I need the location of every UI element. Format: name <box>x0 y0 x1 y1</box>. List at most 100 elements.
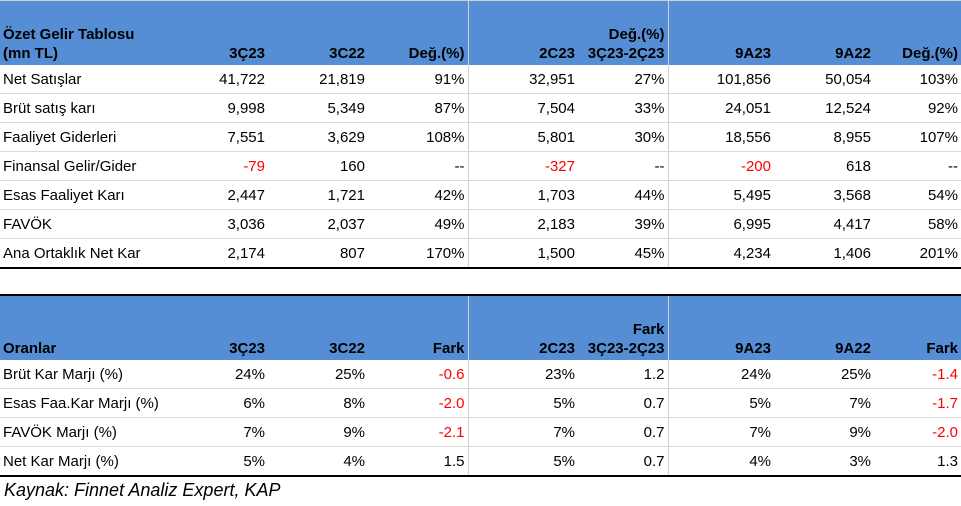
table-row: Net Satışlar 41,722 21,819 91% 32,951 27% 101,… <box>0 65 961 94</box>
table-cell: 0.7 <box>578 388 669 418</box>
row-label: Brüt Kar Marjı (%) <box>0 360 190 389</box>
table-cell: 1,703 <box>468 180 578 210</box>
table-cell: 2,037 <box>268 209 368 239</box>
table-cell: 41,722 <box>190 65 268 94</box>
table-cell: -2.0 <box>368 388 469 418</box>
table-cell: 5% <box>190 446 268 477</box>
table-cell: -0.6 <box>368 360 469 389</box>
table-cell: 91% <box>368 65 469 94</box>
table-cell: 32,951 <box>468 65 578 94</box>
table-cell: 2,447 <box>190 180 268 210</box>
table-cell: 27% <box>578 65 669 94</box>
table-cell: 25% <box>268 360 368 389</box>
col-header-2q23: 2C23 <box>468 295 578 360</box>
table-cell: 54% <box>874 180 961 210</box>
table-cell: 5% <box>468 388 578 418</box>
table-cell: 0.7 <box>578 417 669 447</box>
table-row: Esas Faa.Kar Marjı (%) 6% 8% -2.0 5% 0.7 5% 7% -… <box>0 388 961 418</box>
table-cell: 3% <box>774 446 874 477</box>
table-row: Finansal Gelir/Gider -79 160 -- -327 -- -200 61… <box>0 151 961 181</box>
table-cell: 50,054 <box>774 65 874 94</box>
table-cell: -2.1 <box>368 417 469 447</box>
col-header-9m-diff: Fark <box>874 295 961 360</box>
table-cell: 9% <box>774 417 874 447</box>
table-cell: 8,955 <box>774 122 874 152</box>
row-label: Brüt satış karı <box>0 93 190 123</box>
table-cell: -79 <box>190 151 268 181</box>
table-cell: 30% <box>578 122 669 152</box>
table-cell: 4,417 <box>774 209 874 239</box>
col-header-9m-change: Değ.(%) <box>874 0 961 65</box>
table-cell: 160 <box>268 151 368 181</box>
table-cell: 25% <box>774 360 874 389</box>
row-label: Esas Faa.Kar Marjı (%) <box>0 388 190 418</box>
table-cell: 24% <box>668 360 774 389</box>
table-cell: 7% <box>190 417 268 447</box>
table-row: FAVÖK 3,036 2,037 49% 2,183 39% 6,995 4,417 58% <box>0 209 961 239</box>
row-label: FAVÖK <box>0 209 190 239</box>
col-header-2q23: 2C23 <box>468 0 578 65</box>
table-cell: 9% <box>268 417 368 447</box>
table-cell: 45% <box>578 238 669 269</box>
table-cell: 1,500 <box>468 238 578 269</box>
table-cell: 1.5 <box>368 446 469 477</box>
table-cell: 24% <box>190 360 268 389</box>
col-header-3q23: 3Ç23 <box>190 295 268 360</box>
table-cell: 5,495 <box>668 180 774 210</box>
table-cell: 49% <box>368 209 469 239</box>
table-cell: 18,556 <box>668 122 774 152</box>
row-label: Ana Ortaklık Net Kar <box>0 238 190 269</box>
row-label: Net Kar Marjı (%) <box>0 446 190 477</box>
table-cell: 1,721 <box>268 180 368 210</box>
col-header-yoy-diff: Fark <box>368 295 469 360</box>
col-header-qoq-change: Değ.(%) 3Ç23-2Ç23 <box>578 0 669 65</box>
table-cell: 42% <box>368 180 469 210</box>
table-cell: 1.2 <box>578 360 669 389</box>
col-header-9m22: 9A22 <box>774 0 874 65</box>
ratios-header-row: Oranlar 3Ç23 3C22 Fark 2C23 Fark 3Ç23-2Ç2… <box>0 295 961 360</box>
table-cell: 24,051 <box>668 93 774 123</box>
table-cell: 58% <box>874 209 961 239</box>
table-cell: 5% <box>668 388 774 418</box>
table-cell: 7% <box>774 388 874 418</box>
table-row: Esas Faaliyet Karı 2,447 1,721 42% 1,703 44% 5… <box>0 180 961 210</box>
table-cell: -- <box>368 151 469 181</box>
table-cell: -1.4 <box>874 360 961 389</box>
table-cell: 3,036 <box>190 209 268 239</box>
table-cell: 9,998 <box>190 93 268 123</box>
table-cell: -- <box>874 151 961 181</box>
table-cell: 807 <box>268 238 368 269</box>
row-label: Finansal Gelir/Gider <box>0 151 190 181</box>
source-note: Kaynak: Finnet Analiz Expert, KAP <box>4 480 281 500</box>
table-cell: 5,349 <box>268 93 368 123</box>
table-cell: -327 <box>468 151 578 181</box>
income-statement-header-row: Özet Gelir Tablosu (mn TL) 3Ç23 3C22 Değ.… <box>0 0 961 65</box>
table-cell: 92% <box>874 93 961 123</box>
table-cell: 7% <box>668 417 774 447</box>
table-cell: 4,234 <box>668 238 774 269</box>
table-cell: 1.3 <box>874 446 961 477</box>
table-cell: 201% <box>874 238 961 269</box>
row-label: Esas Faaliyet Karı <box>0 180 190 210</box>
table-row: Brüt Kar Marjı (%) 24% 25% -0.6 23% 1.2 24% 25%… <box>0 360 961 389</box>
table-cell: -- <box>578 151 669 181</box>
ratios-table: Oranlar 3Ç23 3C22 Fark 2C23 Fark 3Ç23-2Ç2… <box>0 294 961 477</box>
table-row: Faaliyet Giderleri 7,551 3,629 108% 5,801 30%… <box>0 122 961 152</box>
table-cell: 1,406 <box>774 238 874 269</box>
table-cell: 33% <box>578 93 669 123</box>
table-cell: 12,524 <box>774 93 874 123</box>
income-statement-title: Özet Gelir Tablosu (mn TL) <box>0 0 190 65</box>
table-cell: -2.0 <box>874 417 961 447</box>
table-cell: 5% <box>468 446 578 477</box>
table-cell: 2,183 <box>468 209 578 239</box>
table-cell: 108% <box>368 122 469 152</box>
table-cell: 8% <box>268 388 368 418</box>
table-cell: 6,995 <box>668 209 774 239</box>
table-row: FAVÖK Marjı (%) 7% 9% -2.1 7% 0.7 7% 9% -2.0 <box>0 417 961 447</box>
table-cell: 3,629 <box>268 122 368 152</box>
income-statement-table: Özet Gelir Tablosu (mn TL) 3Ç23 3C22 Değ.… <box>0 0 961 269</box>
row-label: Net Satışlar <box>0 65 190 94</box>
table-cell: 101,856 <box>668 65 774 94</box>
ratios-title: Oranlar <box>0 295 190 360</box>
col-header-3q22: 3C22 <box>268 295 368 360</box>
